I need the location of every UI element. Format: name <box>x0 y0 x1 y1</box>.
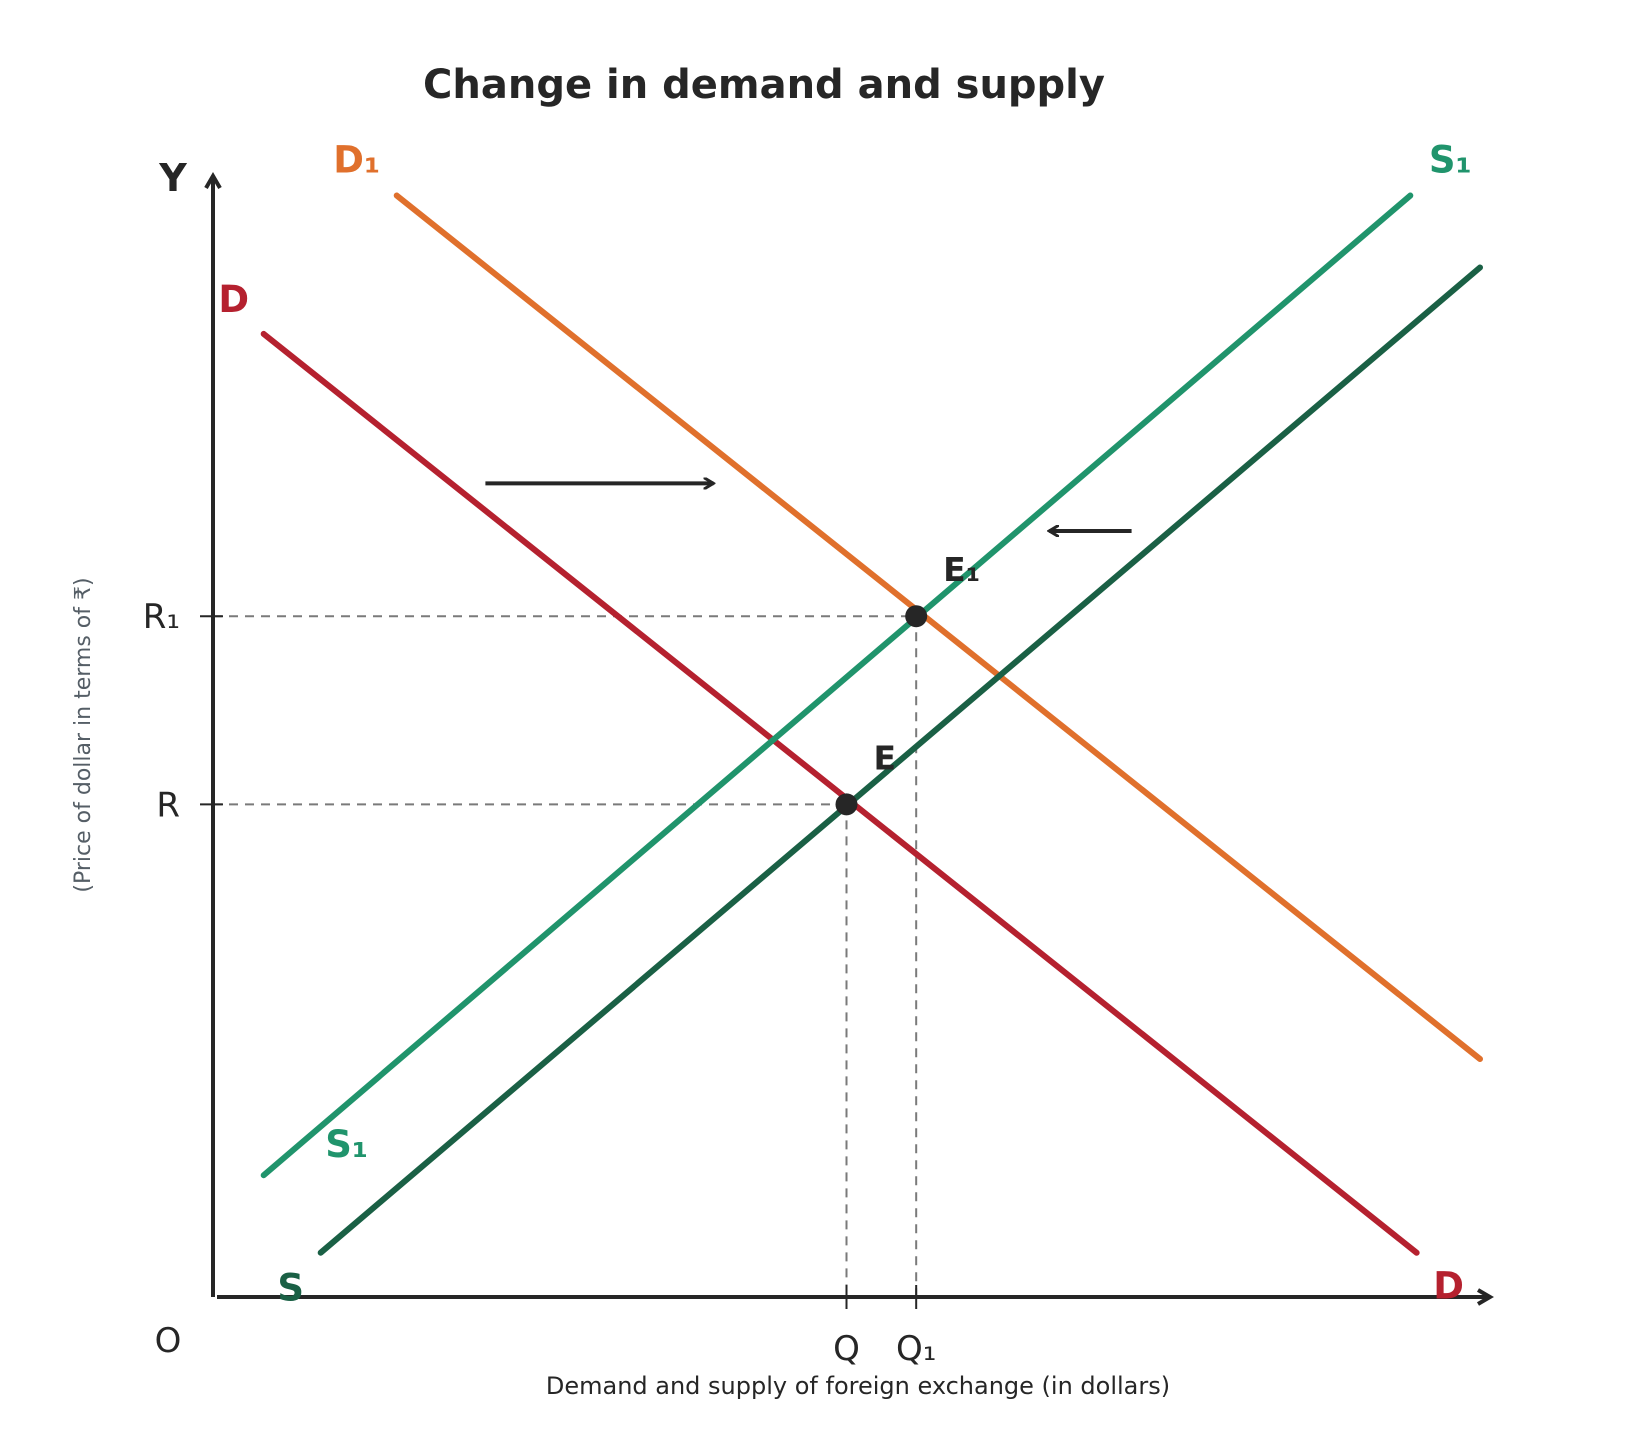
curve-label-2: D₁ <box>333 139 380 182</box>
curve-label-1: D <box>1433 1265 1464 1308</box>
axes <box>200 172 1494 1309</box>
series-line-3 <box>260 192 1414 1179</box>
series-line-0 <box>260 330 1420 1256</box>
curve-label-3: S <box>277 1267 304 1310</box>
x-tick-label-0: Q <box>833 1329 860 1369</box>
equilibrium-point-1 <box>905 605 928 628</box>
origin-label: O <box>155 1321 182 1361</box>
y-axis-label: (Price of dollar in terms of ₹) <box>71 577 96 892</box>
series-line-2 <box>317 264 1483 1256</box>
curve-label-4: S₁ <box>1429 139 1472 182</box>
y-tick-label-0: R₁ <box>143 597 180 637</box>
series-layer <box>260 192 1483 1256</box>
guide-lines <box>213 615 918 1297</box>
equilibrium-label-0: E <box>874 738 897 777</box>
equilibrium-point-0 <box>835 793 858 816</box>
series-line-1 <box>393 192 1483 1062</box>
x-tick-label-1: Q₁ <box>896 1329 936 1369</box>
equilibrium-points <box>835 605 928 816</box>
shift-arrows <box>485 483 1132 531</box>
curve-label-0: D <box>218 278 249 321</box>
x-axis-label: Demand and supply of foreign exchange (i… <box>546 1372 1170 1400</box>
equilibrium-label-1: E₁ <box>943 550 980 589</box>
chart-title: Change in demand and supply <box>423 62 1105 108</box>
curve-label-5: S₁ <box>325 1123 368 1166</box>
y-tick-label-1: R <box>156 785 180 825</box>
labels-layer: R₁ R Q Q₁ E E₁ D D D₁ S S₁ S₁ <box>143 139 1472 1369</box>
y-axis-letter: Y <box>158 156 187 200</box>
